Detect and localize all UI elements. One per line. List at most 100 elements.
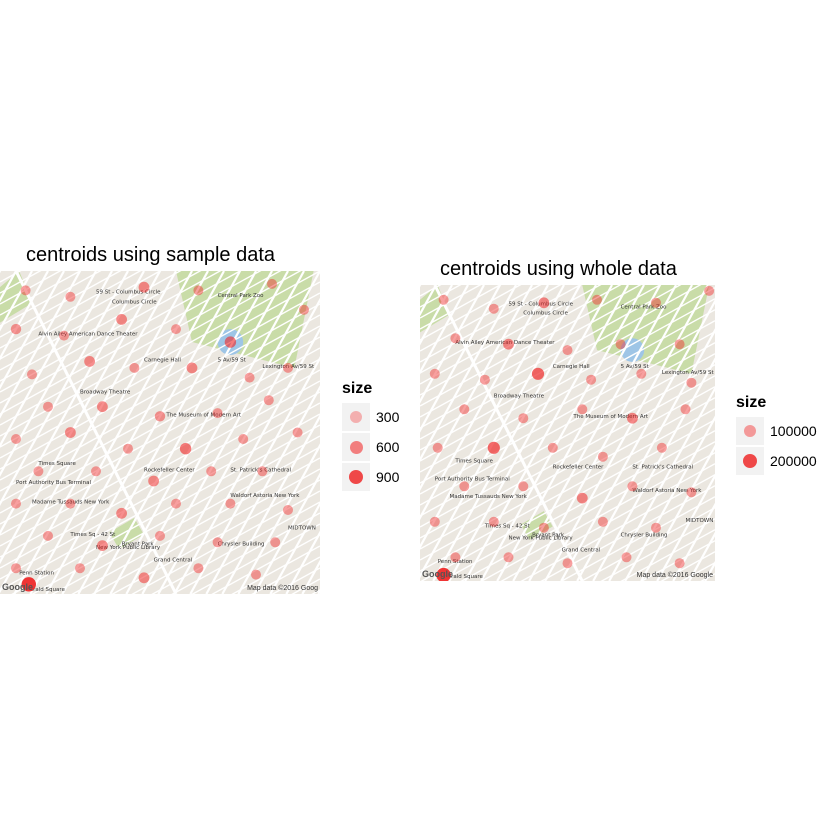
avenue [576, 328, 715, 581]
map-svg: Columbus Circle 59 St - Columbus Circle Ce… [0, 271, 320, 594]
centroid-point [459, 404, 470, 415]
legend-title: size [736, 394, 767, 411]
centroid-point [615, 339, 626, 350]
street [0, 391, 320, 569]
centroid-point [154, 411, 166, 422]
street [0, 303, 320, 481]
centroid-point [21, 577, 36, 592]
street [0, 271, 320, 448]
centroid-point [429, 368, 440, 379]
avenue [656, 473, 715, 581]
centroid-point [20, 285, 31, 296]
street [420, 408, 715, 572]
map-place-label: Port Authority Bus Terminal [16, 480, 91, 486]
centroid-point [116, 507, 127, 519]
street [420, 342, 715, 506]
centroid-point [597, 516, 608, 527]
chart-title: centroids using whole data [440, 258, 677, 280]
street [420, 331, 715, 495]
street [0, 413, 320, 591]
avenue [269, 501, 320, 594]
street [420, 419, 715, 581]
avenue [420, 285, 453, 346]
centroid-point [138, 281, 150, 293]
map-place-label: Madame Tussauds New York [32, 500, 110, 506]
street [0, 271, 82, 316]
street-grid [0, 271, 320, 594]
legend-label: 600 [376, 439, 400, 455]
legend-dot [350, 411, 362, 423]
street [0, 271, 182, 371]
map-place-label: Penn Station [438, 559, 473, 565]
centroid-point [436, 567, 451, 581]
street [420, 285, 502, 330]
street [0, 281, 320, 459]
centroid-point [429, 516, 440, 527]
centroid-point [503, 338, 514, 350]
street [0, 358, 320, 536]
street [420, 285, 522, 341]
legend-key-200000: 200000 [736, 446, 817, 476]
centroid-point [179, 443, 192, 455]
street [0, 271, 62, 305]
street [420, 285, 682, 429]
centroid-point [562, 558, 573, 569]
map-place-label: Waldorf Astoria New York [632, 488, 702, 494]
centroid-point [129, 362, 140, 373]
map-place-label: New York Public Library [509, 536, 574, 542]
centroid-point [621, 552, 632, 563]
map-place-label: Broadway Theatre [494, 393, 545, 399]
centroid-point [562, 345, 573, 356]
map-place-label: Chrysler Building [218, 542, 265, 548]
street [0, 271, 242, 404]
street-grid [420, 285, 715, 581]
street [580, 507, 715, 581]
avenue [0, 271, 81, 419]
broadway [14, 271, 178, 594]
street [231, 545, 320, 594]
centroid-point [651, 297, 661, 308]
avenue [592, 357, 715, 581]
street [420, 353, 715, 517]
map-place-label: Alvin Ailey American Dance Theater [38, 332, 138, 338]
map-place-label: Times Square [454, 459, 493, 465]
map-place-label: The Museum of Modern Art [572, 414, 649, 420]
centroid-point [627, 412, 638, 424]
centroid-point [206, 466, 217, 477]
street [171, 512, 320, 594]
street [420, 285, 482, 319]
centroid-point [193, 563, 204, 574]
legend-label: 300 [376, 409, 400, 425]
map-place-label: 5 Av/59 St [621, 364, 650, 370]
avenue [0, 271, 65, 390]
avenue [29, 271, 209, 594]
map-place-label: Times Square [37, 461, 76, 467]
map-place-label: St. Patrick's Cathedral [230, 467, 291, 473]
centroid-point [299, 304, 309, 315]
avenue [0, 271, 145, 536]
centroid-point [123, 443, 133, 454]
map-place-label: Central Park Zoo [621, 305, 668, 311]
centroid-point [171, 498, 181, 509]
map-place-label: The Museum of Modern Art [165, 412, 242, 418]
street [0, 380, 320, 558]
centroid-point [674, 339, 685, 350]
map-place-label: Herald Square [26, 587, 66, 593]
centroid-point [518, 413, 529, 424]
centroid-point [84, 356, 95, 367]
avenue [420, 285, 485, 404]
street [500, 463, 715, 581]
street [480, 452, 715, 581]
centroid-point [518, 481, 529, 492]
avenue [189, 355, 320, 594]
street [131, 490, 320, 594]
street [420, 397, 715, 561]
map-place-label: Herald Square [444, 574, 484, 580]
avenue [0, 271, 129, 507]
avenue [420, 285, 469, 375]
centroid-point [503, 552, 514, 563]
legend: size 300 600 900 [342, 380, 399, 492]
street [0, 271, 142, 349]
